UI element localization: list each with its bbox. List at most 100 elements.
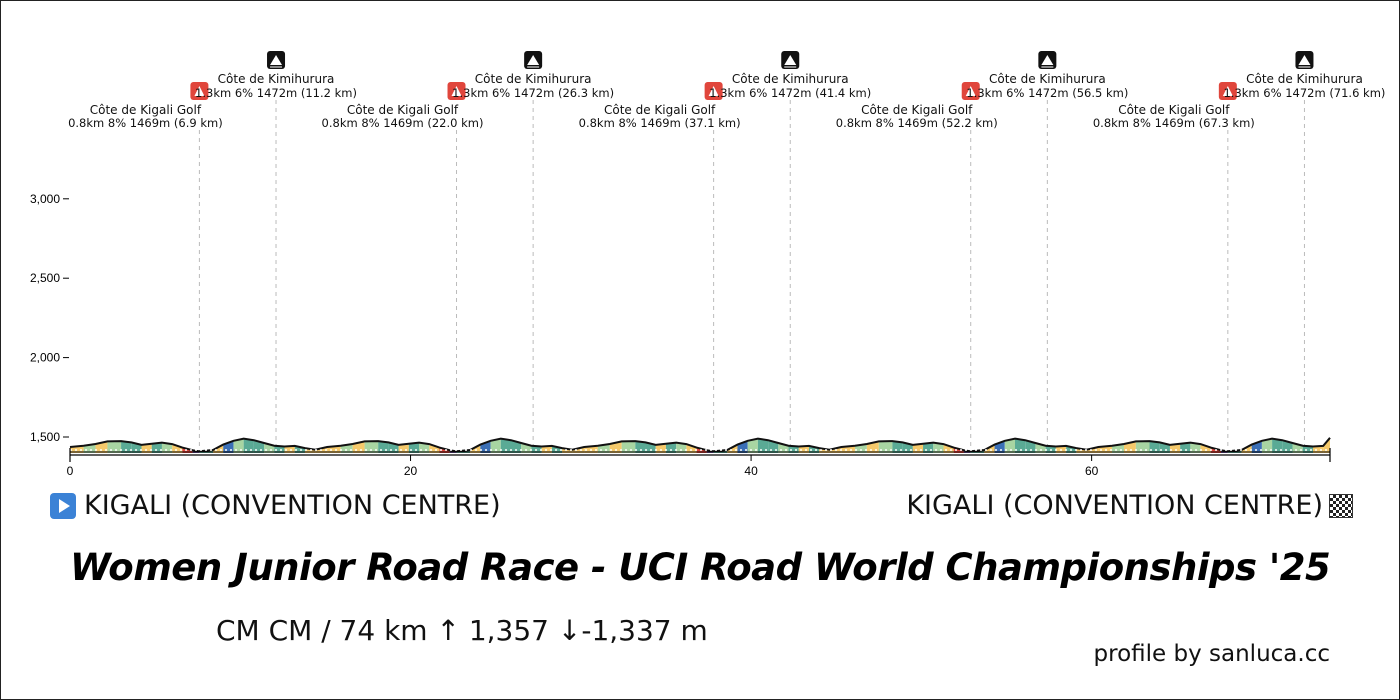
y-tick-label: 2,500 <box>30 271 60 285</box>
elevation-segment <box>172 444 183 453</box>
cat-climb-icon-peak <box>451 86 462 96</box>
cat-climb-icon-peak <box>965 86 976 96</box>
y-tick-label: 2,000 <box>30 351 60 365</box>
climb-stats: 1.3km 6% 1472m (56.5 km) <box>966 86 1128 100</box>
elevation-segment <box>878 441 893 453</box>
summit-icon-peak <box>1298 55 1311 65</box>
climb-stats: 0.8km 8% 1469m (67.3 km) <box>1093 116 1255 130</box>
elevation-segment <box>788 445 799 453</box>
x-tick-label: 20 <box>404 464 418 478</box>
climb-stats: 1.3km 6% 1472m (71.6 km) <box>1223 86 1385 100</box>
elevation-segment <box>635 441 646 453</box>
elevation-segment <box>665 442 677 453</box>
climb-name: Côte de Kigali Golf <box>347 103 459 117</box>
elevation-segment <box>1169 443 1181 453</box>
race-title: Women Junior Road Race - UCI Road World … <box>70 546 1331 589</box>
summit-icon-peak <box>784 55 797 65</box>
play-icon <box>50 492 76 519</box>
climb-stats: 1.3km 6% 1472m (41.4 km) <box>709 86 871 100</box>
cat-climb-icon-peak <box>194 86 205 96</box>
elevation-segment <box>274 445 285 453</box>
elevation-segment <box>284 445 295 453</box>
elevation-segment <box>1261 438 1273 453</box>
elevation-segment <box>1312 445 1324 453</box>
elevation-segment <box>429 444 440 453</box>
y-tick-label: 3,000 <box>30 192 60 206</box>
profile-credit: profile by sanluca.cc <box>1093 641 1330 667</box>
climb-name: Côte de Kimihurura <box>218 72 335 86</box>
elevation-segment <box>151 442 162 453</box>
elevation-segment <box>686 444 697 453</box>
climb-stats: 0.8km 8% 1469m (37.1 km) <box>579 116 741 130</box>
elevation-segment <box>1135 441 1150 453</box>
climb-name: Côte de Kimihurura <box>1246 72 1363 86</box>
x-tick-label: 0 <box>67 464 74 478</box>
elevation-segment <box>676 442 687 453</box>
race-stats: CM CM / 74 km ↑ 1,357 ↓-1,337 m <box>216 614 708 647</box>
elevation-segment <box>621 441 636 453</box>
elevation-segment <box>1180 442 1191 453</box>
start-place-name: KIGALI (CONVENTION CENTRE) <box>84 490 501 521</box>
elevation-area <box>69 437 1331 453</box>
elevation-segment <box>1004 438 1015 453</box>
elevation-segment <box>500 438 511 453</box>
climb-name: Côte de Kigali Golf <box>861 103 973 117</box>
climb-name: Côte de Kigali Golf <box>604 103 716 117</box>
climb-name: Côte de Kimihurura <box>989 72 1106 86</box>
x-tick-label: 40 <box>744 464 758 478</box>
elevation-segment <box>655 443 666 453</box>
climb-stats: 1.3km 6% 1472m (26.3 km) <box>452 86 614 100</box>
elevation-segment <box>511 440 522 453</box>
y-tick-label: 1,500 <box>30 430 60 444</box>
elevation-segment <box>141 443 152 453</box>
climb-stats: 0.8km 8% 1469m (6.9 km) <box>68 116 223 130</box>
axes: 0 20 40 60 1,500 2,000 2,500 3,000 <box>30 192 1331 478</box>
climb-name: Côte de Kimihurura <box>732 72 849 86</box>
elevation-segment <box>107 441 122 453</box>
elevation-segment <box>1025 440 1036 453</box>
elevation-segment <box>798 445 809 453</box>
finish-place-name: KIGALI (CONVENTION CENTRE) <box>906 490 1323 521</box>
climb-marker-lines <box>198 100 1305 451</box>
elevation-segment <box>1302 445 1313 453</box>
elevation-segment <box>1272 438 1283 453</box>
cat-climb-icon-peak <box>1222 86 1233 96</box>
elevation-segment <box>161 442 173 453</box>
summit-icon-peak <box>527 55 540 65</box>
x-tick-label: 60 <box>1085 464 1099 478</box>
start-location: KIGALI (CONVENTION CENTRE) <box>50 490 501 521</box>
climb-name: Côte de Kimihurura <box>475 72 592 86</box>
elevation-segment <box>121 441 132 453</box>
climb-stats: 1.3km 6% 1472m (11.2 km) <box>195 86 357 100</box>
elevation-segment <box>364 441 379 453</box>
elevation-segment <box>1200 444 1211 453</box>
climb-name: Côte de Kigali Golf <box>90 103 202 117</box>
climb-stats: 0.8km 8% 1469m (22.0 km) <box>322 116 484 130</box>
summit-icon-peak <box>270 55 283 65</box>
elevation-segment <box>1282 440 1293 453</box>
climb-name: Côte de Kigali Golf <box>1118 103 1230 117</box>
elevation-segment <box>943 444 954 453</box>
elevation-profile-chart: 0 20 40 60 1,500 2,000 2,500 3,000 Côte de Kiga… <box>30 51 1385 478</box>
elevation-segment <box>1149 441 1160 453</box>
cat-climb-icon-peak <box>708 86 719 96</box>
checkered-flag-icon <box>1329 493 1353 518</box>
finish-location: KIGALI (CONVENTION CENTRE) <box>906 490 1353 521</box>
elevation-segment <box>1323 437 1330 453</box>
elevation-segment <box>1015 438 1026 453</box>
summit-icon-peak <box>1041 55 1054 65</box>
elevation-segment <box>1190 442 1201 453</box>
climb-stats: 0.8km 8% 1469m (52.2 km) <box>836 116 998 130</box>
